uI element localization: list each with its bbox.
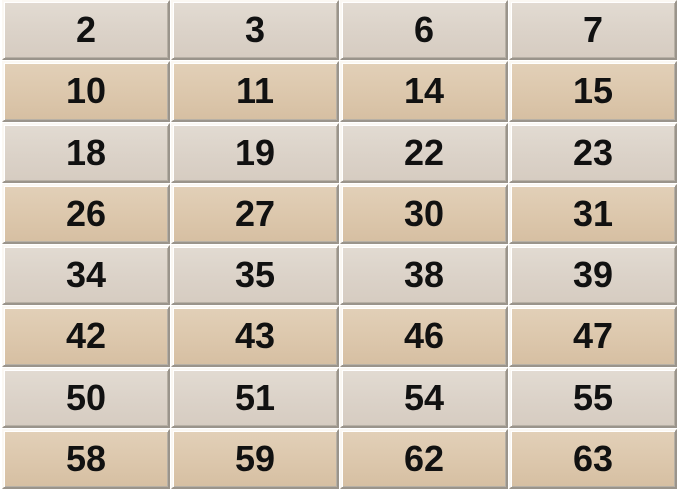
grid-cell: 2 bbox=[2, 0, 170, 61]
grid-cell: 50 bbox=[2, 367, 170, 428]
grid-cell: 22 bbox=[340, 122, 508, 183]
grid-cell: 47 bbox=[509, 306, 677, 367]
grid-cell: 46 bbox=[340, 306, 508, 367]
grid-cell: 34 bbox=[2, 245, 170, 306]
grid-cell: 27 bbox=[171, 183, 339, 244]
grid-cell: 6 bbox=[340, 0, 508, 61]
grid-cell: 38 bbox=[340, 245, 508, 306]
grid-cell: 63 bbox=[509, 428, 677, 489]
grid-cell: 10 bbox=[2, 61, 170, 122]
grid-cell: 59 bbox=[171, 428, 339, 489]
grid-cell: 26 bbox=[2, 183, 170, 244]
grid-cell: 18 bbox=[2, 122, 170, 183]
grid-cell: 15 bbox=[509, 61, 677, 122]
grid-cell: 58 bbox=[2, 428, 170, 489]
grid-cell: 35 bbox=[171, 245, 339, 306]
grid-cell: 7 bbox=[509, 0, 677, 61]
grid-cell: 19 bbox=[171, 122, 339, 183]
grid-cell: 3 bbox=[171, 0, 339, 61]
grid-cell: 31 bbox=[509, 183, 677, 244]
grid-cell: 39 bbox=[509, 245, 677, 306]
grid-cell: 11 bbox=[171, 61, 339, 122]
grid-cell: 62 bbox=[340, 428, 508, 489]
grid-cell: 42 bbox=[2, 306, 170, 367]
grid-cell: 14 bbox=[340, 61, 508, 122]
grid-cell: 55 bbox=[509, 367, 677, 428]
grid-cell: 30 bbox=[340, 183, 508, 244]
grid-cell: 23 bbox=[509, 122, 677, 183]
grid-cell: 51 bbox=[171, 367, 339, 428]
grid-cell: 54 bbox=[340, 367, 508, 428]
grid-cell: 43 bbox=[171, 306, 339, 367]
